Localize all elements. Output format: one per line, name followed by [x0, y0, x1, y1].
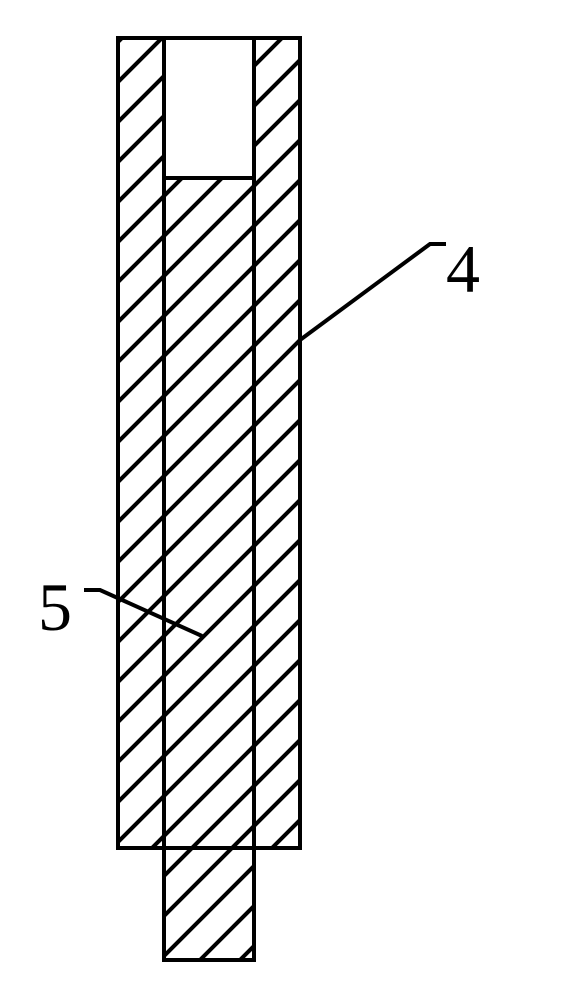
inner-rod-outline	[164, 178, 254, 960]
callout-label-4: 4	[446, 231, 480, 307]
leader-4	[300, 244, 446, 340]
callout-label-5: 5	[38, 569, 72, 645]
